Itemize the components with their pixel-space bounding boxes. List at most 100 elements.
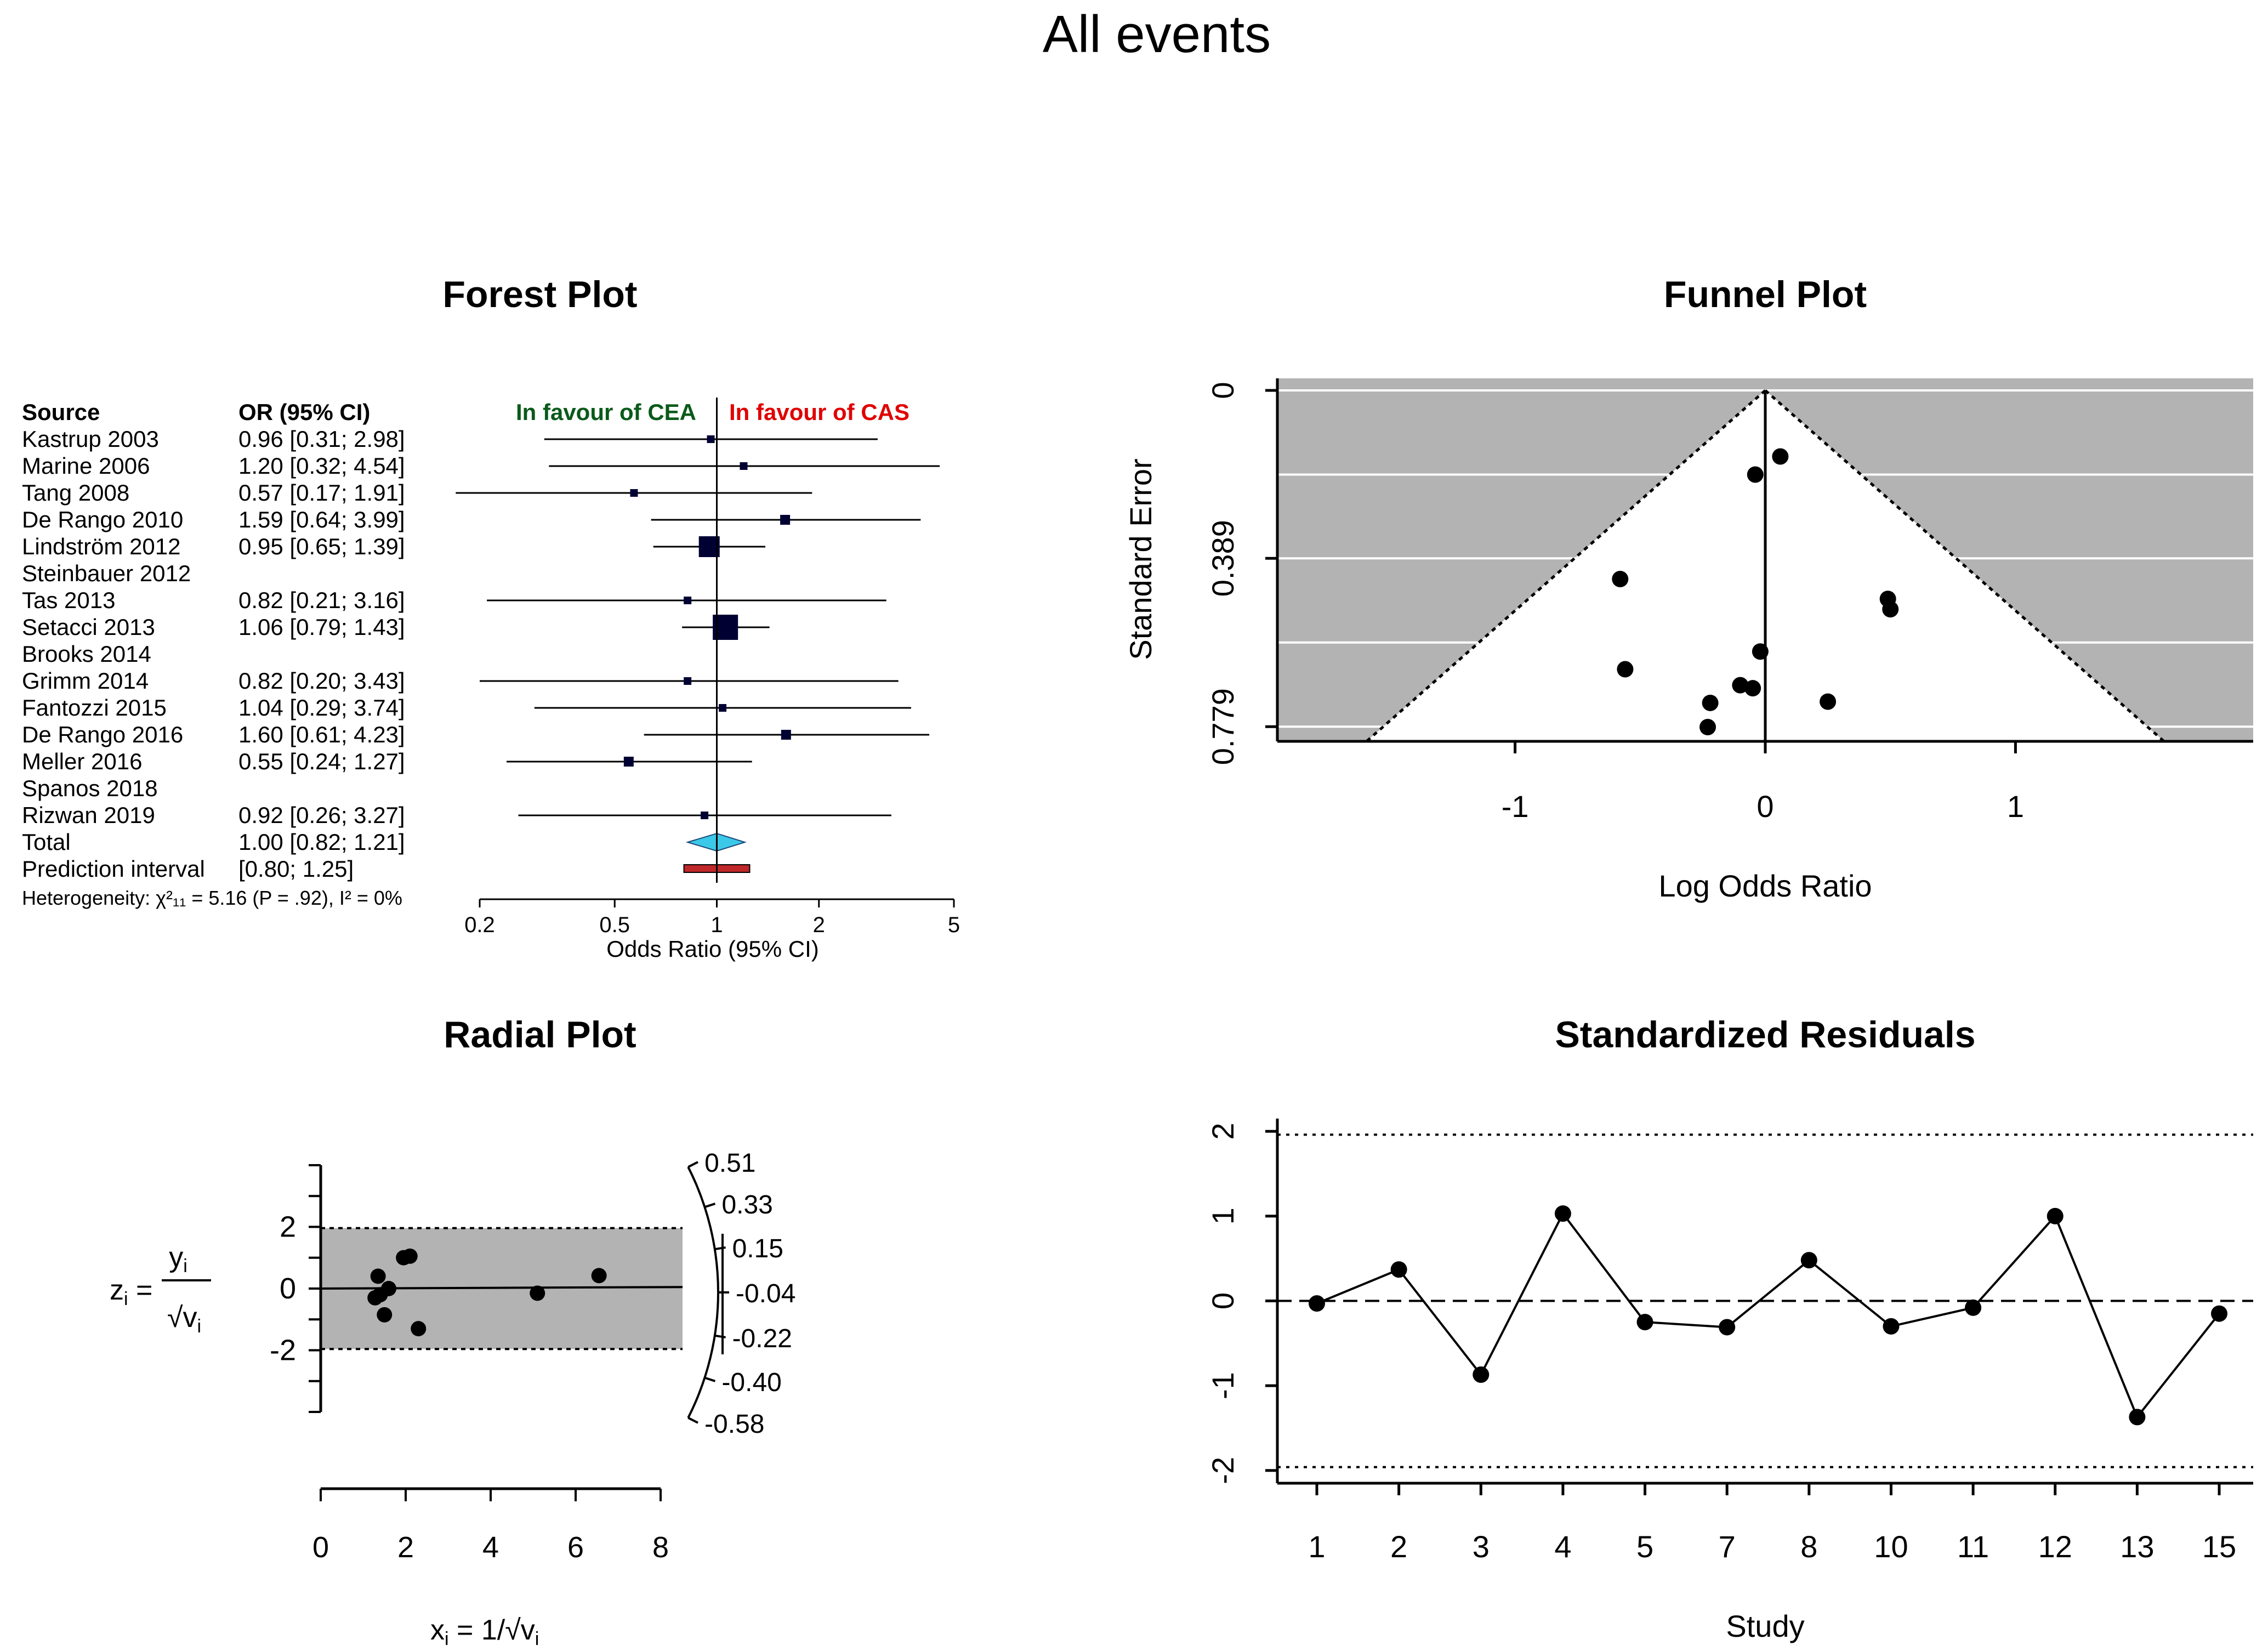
forest-study-marker: [623, 757, 634, 767]
funnel-point: [1752, 643, 1769, 660]
residuals-point: [1965, 1299, 1982, 1316]
svg-text:√vi: √vi: [167, 1302, 201, 1337]
forest-x-tick-label: 5: [948, 913, 960, 937]
funnel-x-label: Log Odds Ratio: [1658, 869, 1872, 903]
residuals-point: [2211, 1305, 2227, 1322]
forest-study-name: Rizwan 2019: [22, 802, 155, 828]
forest-study-name: Brooks 2014: [22, 641, 151, 667]
radial-plot: 2 0 -2 0 2 4 6 8 0.51 0.33 0.15 -0.04 -0.22 -0.40 -0…: [110, 1149, 795, 1649]
radial-x-symbol: xi = 1/√vi: [430, 1614, 539, 1649]
funnel-point: [1612, 571, 1629, 588]
forest-study-or: 1.06 [0.79; 1.43]: [238, 614, 405, 640]
radial-arc-tick: [704, 1376, 716, 1382]
funnel-point: [1747, 466, 1764, 483]
forest-prediction-name: Prediction interval: [22, 856, 205, 882]
funnel-y-tick-label: 0.389: [1206, 520, 1240, 597]
residuals-x-tick-label: 10: [1874, 1529, 1908, 1564]
funnel-point: [1617, 661, 1634, 678]
residuals-x-tick-label: 13: [2120, 1529, 2154, 1564]
funnel-point: [1702, 694, 1719, 711]
radial-x-tick-label: 6: [567, 1531, 584, 1564]
radial-arc-tick: [714, 1246, 726, 1251]
forest-study-name: Kastrup 2003: [22, 426, 159, 452]
forest-study-or: 0.82 [0.20; 3.43]: [238, 668, 405, 694]
forest-heterogeneity: Heterogeneity: χ²₁₁ = 5.16 (P = .92), I²…: [22, 887, 402, 909]
forest-prediction-ci: [0.80; 1.25]: [238, 856, 354, 882]
forest-x-tick-label: 1: [710, 913, 723, 937]
radial-arc-label: 0.51: [704, 1149, 755, 1178]
radial-x-tick-label: 0: [312, 1531, 329, 1564]
forest-study-or: 0.92 [0.26; 3.27]: [238, 802, 405, 828]
residuals-point: [2047, 1207, 2064, 1224]
radial-x-tick-label: 4: [482, 1531, 499, 1564]
funnel-x-tick-label: -1: [1502, 789, 1529, 824]
residuals-point: [1473, 1366, 1490, 1383]
funnel-point: [1732, 677, 1749, 694]
radial-y-tick-label: 2: [280, 1211, 296, 1244]
funnel-point: [1699, 719, 1716, 736]
residuals-x-tick-label: 5: [1636, 1529, 1653, 1564]
forest-x-tick-label: 0.5: [599, 913, 630, 937]
forest-study-marker: [707, 435, 715, 443]
page-title: All events: [1043, 5, 1271, 64]
forest-study-name: Grimm 2014: [22, 668, 149, 694]
funnel-y-label: Standard Error: [1123, 458, 1158, 660]
forest-study-marker: [740, 462, 748, 470]
forest-plot: Source OR (95% CI) In favour of CEA In f…: [22, 398, 960, 962]
residuals-point: [1309, 1295, 1325, 1312]
residuals-point: [1719, 1319, 1736, 1336]
radial-y-symbol: zi =: [110, 1274, 152, 1309]
radial-point: [370, 1268, 386, 1284]
radial-x-tick-label: 2: [397, 1531, 414, 1564]
funnel-y-tick-label: 0: [1206, 382, 1240, 399]
radial-arc-tick: [687, 1416, 698, 1424]
radial-arc-label: -0.22: [732, 1324, 792, 1353]
funnel-plot: -1 0 1 0 0.389 0.779 Log Odds Ratio Standard…: [1123, 378, 2253, 903]
residuals-x-tick-label: 2: [1390, 1529, 1407, 1564]
funnel-point: [1882, 601, 1899, 618]
residuals-point: [1636, 1314, 1653, 1331]
forest-study-or: 1.59 [0.64; 3.99]: [238, 507, 405, 532]
residuals-x-tick-label: 12: [2038, 1529, 2072, 1564]
residuals-series-line: [1316, 1211, 2220, 1420]
residuals-x-tick-label: 11: [1957, 1529, 1989, 1564]
forest-total-or: 1.00 [0.82; 1.21]: [238, 829, 405, 855]
residuals-x-tick-label: 4: [1554, 1529, 1571, 1564]
residuals-point: [2129, 1409, 2146, 1426]
radial-arc-tick: [714, 1334, 726, 1338]
forest-study-or: 0.57 [0.17; 1.91]: [238, 480, 405, 506]
forest-study-name: De Rango 2016: [22, 722, 183, 747]
forest-study-name: Steinbauer 2012: [22, 560, 191, 586]
forest-study-or: 0.55 [0.24; 1.27]: [238, 748, 405, 774]
radial-x-label: xi = 1/√vi: [430, 1614, 539, 1649]
forest-study-name: Setacci 2013: [22, 614, 155, 640]
funnel-point: [1772, 448, 1789, 465]
radial-arc-label: 0.15: [732, 1234, 783, 1263]
radial-y-label: zi = yi √vi: [110, 1241, 211, 1337]
radial-fit-line: [320, 1286, 683, 1290]
funnel-y-tick-label: 0.779: [1206, 688, 1240, 765]
residuals-x-tick-label: 7: [1719, 1529, 1736, 1564]
forest-study-name: Tas 2013: [22, 587, 115, 613]
forest-study-name: De Rango 2010: [22, 507, 183, 532]
forest-study-name: Lindström 2012: [22, 534, 181, 559]
residuals-y-tick-label: 2: [1206, 1123, 1240, 1140]
radial-point: [591, 1268, 607, 1284]
forest-study-or: 1.04 [0.29; 3.74]: [238, 695, 405, 720]
forest-study-or: 0.96 [0.31; 2.98]: [238, 426, 405, 452]
forest-study-marker: [780, 515, 791, 525]
forest-study-name: Fantozzi 2015: [22, 695, 167, 720]
radial-arc-label: -0.04: [736, 1279, 795, 1308]
residuals-y-tick-label: -1: [1206, 1372, 1240, 1399]
svg-text:yi: yi: [169, 1241, 187, 1276]
radial-arc-tick: [704, 1202, 716, 1209]
radial-arc-label: -0.58: [704, 1410, 764, 1439]
forest-study-marker: [701, 812, 709, 819]
radial-point: [377, 1307, 393, 1323]
forest-study-marker: [684, 677, 692, 685]
forest-study-marker: [719, 704, 727, 712]
funnel-point: [1820, 693, 1837, 710]
forest-study-name: Marine 2006: [22, 453, 150, 479]
forest-study-marker: [781, 730, 791, 740]
residuals-x-tick-label: 15: [2202, 1529, 2236, 1564]
